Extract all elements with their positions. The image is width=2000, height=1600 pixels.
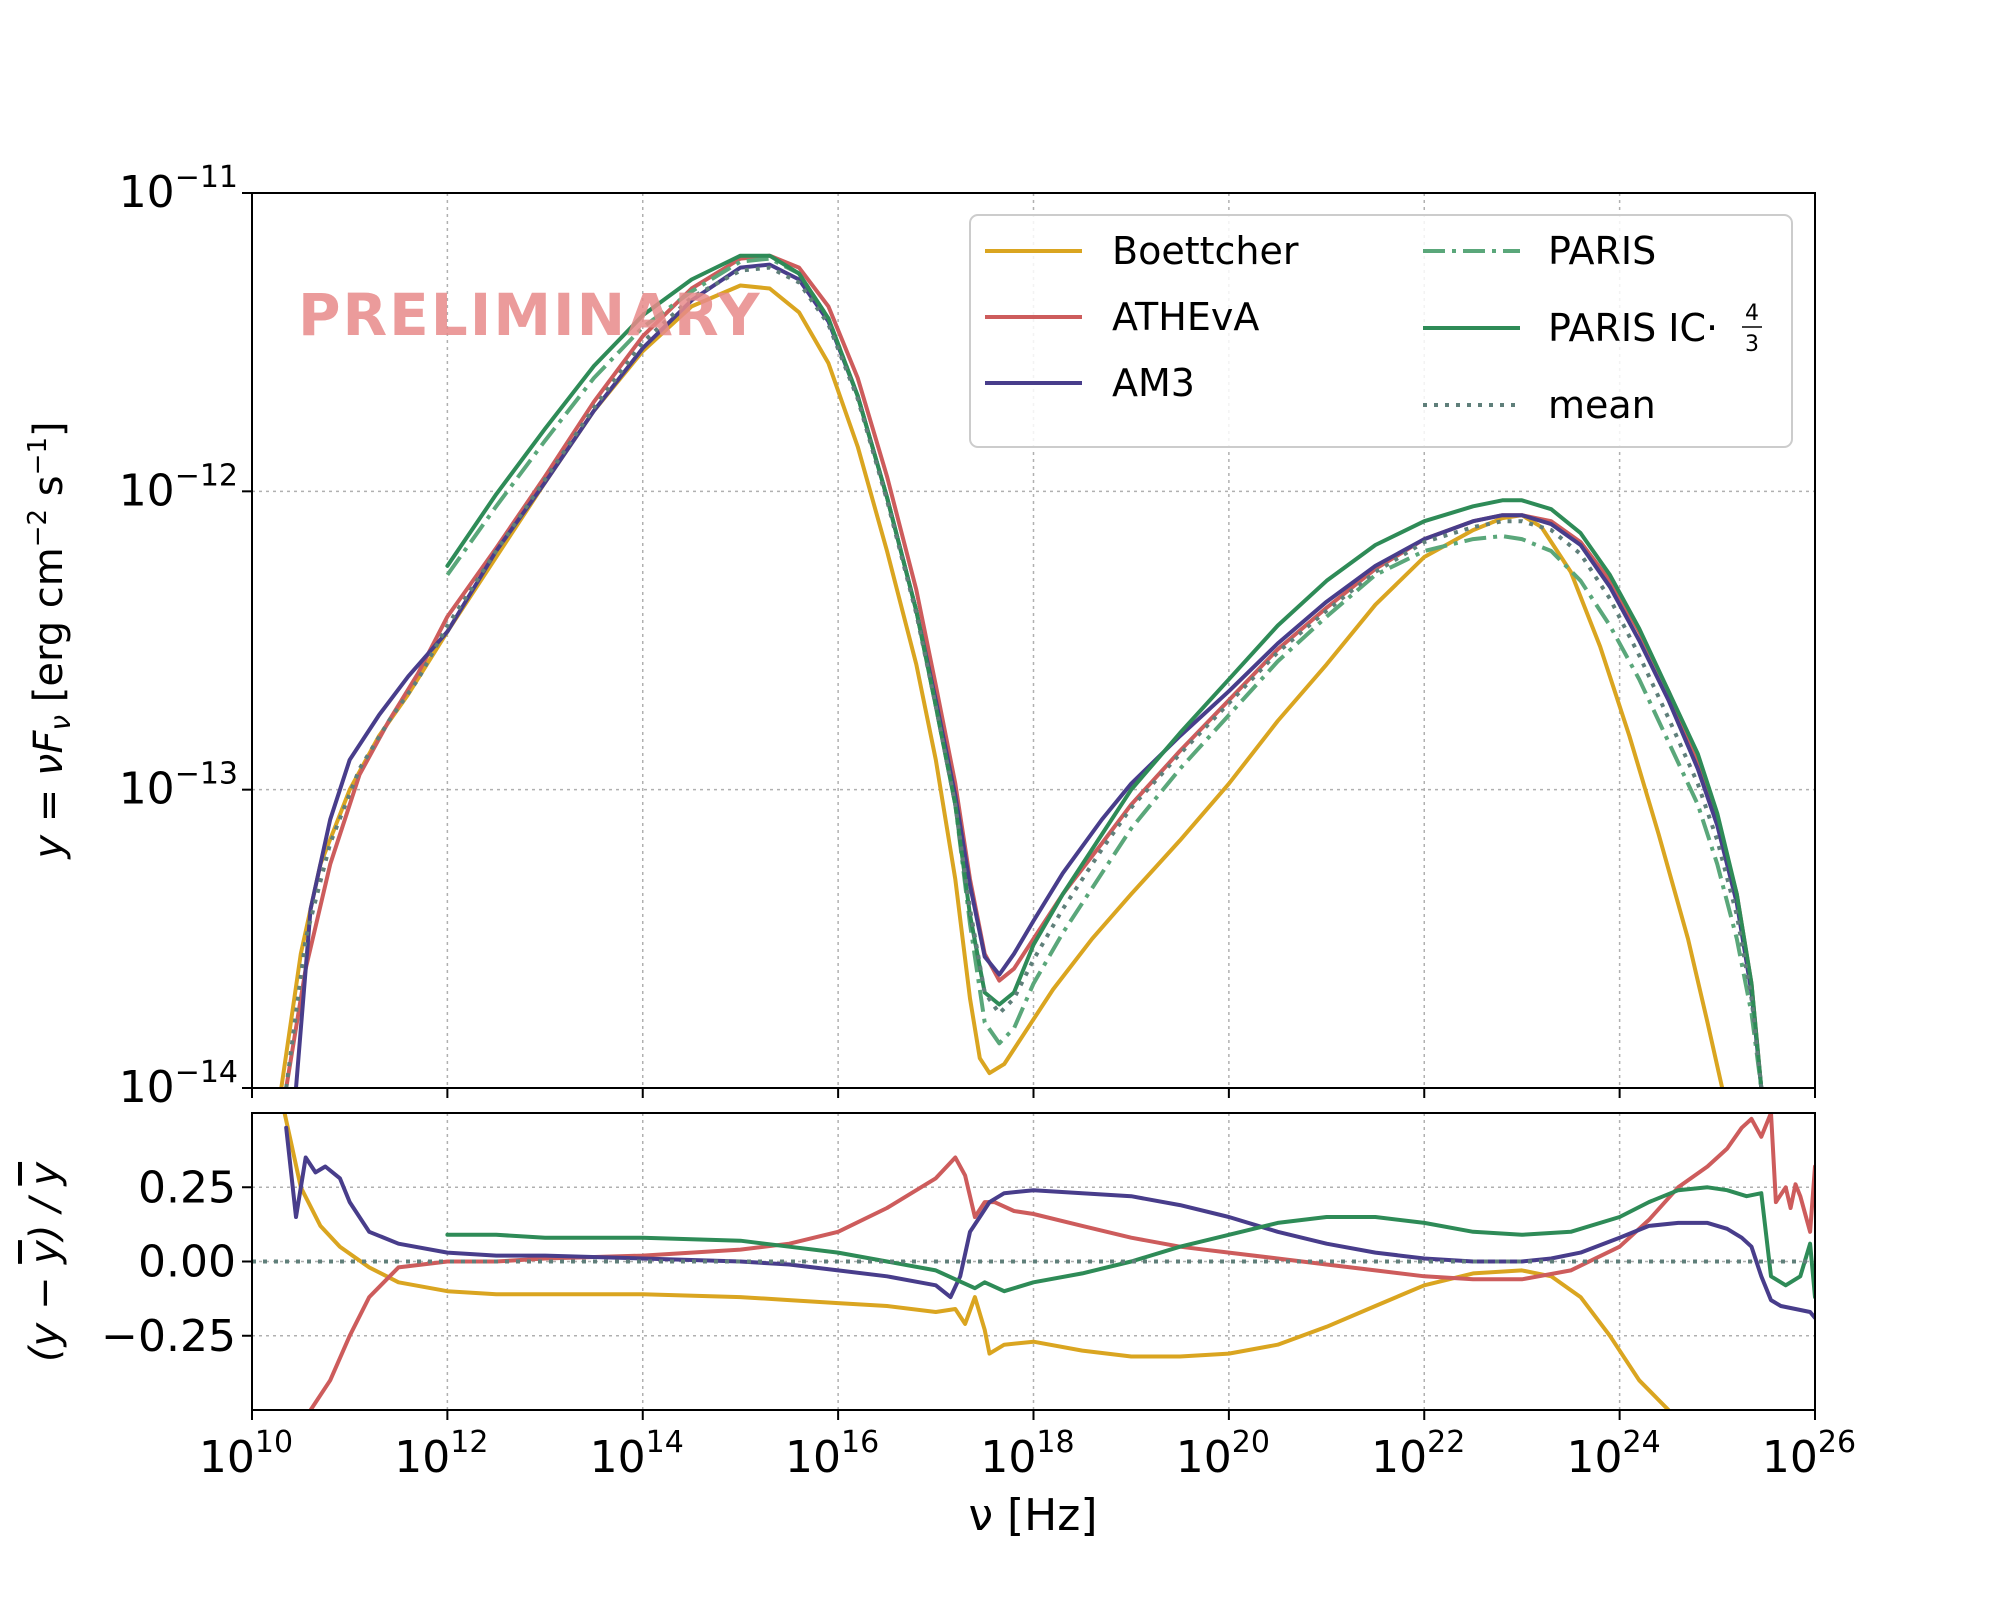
main-ytick-label: 10−12	[119, 458, 238, 516]
legend-label-paris-ic: PARIS IC·	[1548, 306, 1718, 350]
main-ytick-label: 10−11	[119, 160, 238, 218]
xtick-label: 1016	[785, 1425, 879, 1483]
residual-yticks: 0.25 0.00 −0.25	[101, 1162, 252, 1362]
xtick-label: 1014	[590, 1425, 684, 1483]
preliminary-watermark: PRELIMINARY	[298, 281, 762, 349]
legend-box	[969, 214, 1793, 448]
xtick-label: 1026	[1762, 1425, 1856, 1483]
xtick-label: 1024	[1567, 1425, 1661, 1483]
series-line-mean	[284, 265, 1764, 1088]
xtick-label: 1020	[1176, 1425, 1270, 1483]
series-line-am3	[294, 262, 1764, 1088]
xtick-label: 1018	[980, 1425, 1074, 1483]
main-ytick-label: 10−13	[119, 757, 238, 815]
xtick-label: 1022	[1371, 1425, 1465, 1483]
residual-ytick-label: 0.25	[138, 1162, 236, 1213]
main-y-axis-label: y = νFν [erg cm−2 s−1]	[23, 421, 77, 859]
residual-line-am3	[284, 1125, 1815, 1320]
legend-label-mean: mean	[1548, 383, 1656, 427]
xtick-label: 1010	[199, 1425, 293, 1483]
legend-frac-den: 3	[1745, 332, 1759, 357]
legend-frac-num: 4	[1745, 301, 1759, 326]
legend-label-atheva: ATHEvA	[1112, 295, 1259, 339]
residual-panel: 0.250.00−0.25 1010 1012 1014 1016 1018 1020 10…	[22, 1112, 1856, 1541]
xtick-label: 1012	[394, 1425, 488, 1483]
residual-line-boettcher	[282, 1113, 1671, 1410]
main-panel: PRELIMINARY 10−11 10−12 10−13 10−14 Boettch…	[23, 160, 1816, 1113]
series-line-paris-ic-4-3	[445, 253, 1764, 1088]
main-xticks	[251, 1088, 1816, 1098]
residual-line-paris-ic-4-3	[445, 1185, 1815, 1300]
legend-label-paris: PARIS	[1548, 229, 1656, 273]
main-ytick-label: 10−14	[119, 1055, 238, 1113]
legend-label-boettcher: Boettcher	[1112, 229, 1299, 273]
residual-ytick-label: 0.00	[138, 1237, 236, 1288]
residual-y-axis-label: (y − y) / y	[22, 1161, 68, 1362]
residual-series-layer	[252, 1113, 1815, 1410]
x-axis-label: ν [Hz]	[968, 1490, 1097, 1541]
legend-label-am3: AM3	[1112, 361, 1195, 405]
legend: Boettcher ATHEvA AM3 PARIS PARIS IC· 4 3…	[969, 214, 1793, 448]
main-series-layer	[279, 253, 1764, 1088]
main-yticks: 10−11 10−12 10−13 10−14	[119, 160, 252, 1113]
series-line-paris	[445, 256, 1764, 1088]
residual-xticks: 1010 1012 1014 1016 1018 1020 1022 1024 1026	[199, 1410, 1856, 1483]
residual-ytick-label: −0.25	[101, 1311, 236, 1362]
